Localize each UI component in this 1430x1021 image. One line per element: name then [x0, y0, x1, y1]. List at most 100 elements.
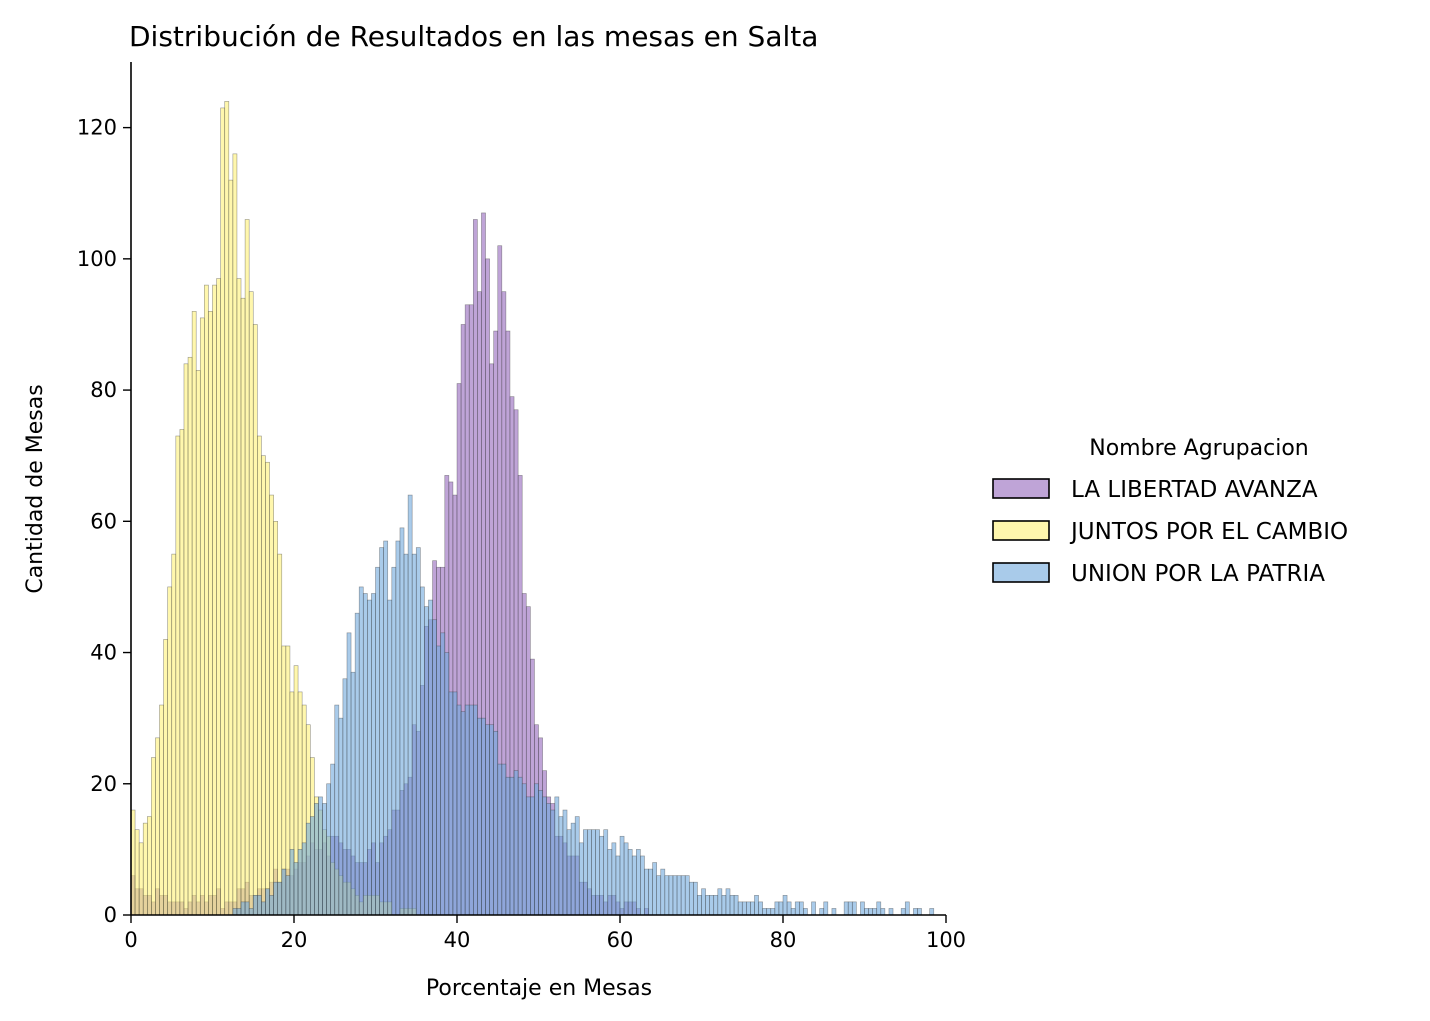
- histogram-bar: [794, 901, 800, 916]
- x-tick-label: 60: [607, 928, 634, 952]
- histogram-bar: [733, 895, 739, 916]
- histogram-bar: [204, 284, 209, 916]
- histogram-bar: [236, 278, 242, 916]
- histogram-bar: [603, 829, 609, 916]
- histogram-bar: [530, 796, 535, 916]
- histogram-bar: [142, 822, 148, 916]
- histogram-bar: [534, 783, 539, 916]
- histogram-bar: [212, 284, 217, 916]
- y-tick-label: 0: [104, 903, 117, 927]
- y-tick-label: 20: [90, 772, 117, 796]
- histogram-bar: [391, 566, 397, 916]
- histogram-bar: [407, 494, 413, 916]
- histogram-bar: [758, 901, 763, 916]
- histogram-bar: [265, 461, 270, 916]
- histogram-bar: [904, 901, 910, 916]
- histogram-bar: [232, 908, 238, 916]
- histogram-bar: [179, 429, 185, 916]
- histogram-bar: [277, 881, 283, 916]
- histogram-bar: [432, 619, 437, 916]
- histogram-bar: [367, 599, 372, 916]
- histogram-bar: [261, 455, 266, 916]
- histogram-bar: [269, 895, 274, 916]
- histogram-bar: [489, 724, 494, 916]
- legend-entry-label: JUNTOS POR EL CAMBIO: [1069, 519, 1348, 545]
- histogram-bar: [481, 717, 486, 916]
- histogram-bar: [782, 895, 788, 916]
- histogram-bar: [403, 553, 409, 916]
- axes-layer: 0 20 40 60 80 100 0 20 40 60 80 100 120: [77, 62, 966, 952]
- histogram-bar: [322, 803, 327, 916]
- histogram-bar: [656, 875, 662, 916]
- histogram-bar: [823, 901, 829, 916]
- histogram-bar: [252, 324, 258, 916]
- histogram-bar: [244, 901, 250, 916]
- histogram-bar: [872, 908, 878, 916]
- histogram-bar: [371, 593, 376, 916]
- histogram-bar: [570, 822, 576, 916]
- histogram-bar: [640, 855, 645, 916]
- histogram-bar: [151, 757, 156, 916]
- histogram-bar: [709, 895, 715, 916]
- histogram-bar: [379, 547, 384, 916]
- histogram-bar: [684, 875, 690, 916]
- legend-entry-label: UNION POR LA PATRIA: [1071, 561, 1325, 587]
- histogram-bar: [746, 901, 751, 916]
- histogram-bar: [395, 540, 401, 916]
- histogram-bar: [778, 901, 784, 916]
- histogram-bar: [281, 868, 287, 916]
- histogram-bar: [762, 908, 768, 916]
- histogram-bar: [619, 835, 625, 916]
- histogram-bar: [672, 875, 678, 916]
- histogram-bar: [375, 566, 380, 916]
- y-tick-label: 60: [90, 509, 117, 533]
- y-axis-label: Cantidad de Mesas: [23, 384, 48, 593]
- histogram-bar: [309, 816, 315, 916]
- histogram-bar: [766, 908, 772, 916]
- histogram-bar: [591, 829, 596, 916]
- histogram-bar: [383, 540, 389, 916]
- histogram-bar: [269, 494, 274, 916]
- histogram-bar: [578, 842, 584, 916]
- histogram-bar: [354, 612, 360, 916]
- histogram-bar: [623, 842, 629, 916]
- histogram-bar: [627, 849, 633, 916]
- x-tick-label: 80: [770, 928, 797, 952]
- histogram-bar: [660, 868, 666, 916]
- histogram-bar: [860, 901, 865, 916]
- histogram-bar: [888, 908, 894, 916]
- histogram-bar: [464, 704, 470, 916]
- histogram-bar: [611, 842, 617, 916]
- histogram-bar: [387, 599, 393, 916]
- histogram-bar: [717, 888, 723, 916]
- histogram-bar: [546, 803, 552, 916]
- histogram-bar: [175, 435, 181, 916]
- histogram-bar: [460, 711, 466, 916]
- histogram-bar: [305, 822, 311, 916]
- histogram-bar: [362, 593, 368, 916]
- histogram-bar: [232, 153, 238, 916]
- histogram-bar: [195, 370, 201, 916]
- histogram-bar: [444, 652, 450, 916]
- histogram-bar: [705, 895, 710, 916]
- histogram-bar: [587, 829, 592, 916]
- histogram-bar: [770, 908, 776, 916]
- histogram-bar: [786, 901, 792, 916]
- histogram-bar: [273, 521, 279, 916]
- histogram-bar: [240, 297, 246, 916]
- legend-entry-label: LA LIBERTAD AVANZA: [1071, 477, 1318, 503]
- histogram-bar: [155, 737, 160, 916]
- histogram-bar: [538, 790, 543, 916]
- histogram-bar: [485, 724, 490, 916]
- histogram-bar: [248, 291, 254, 916]
- histogram-bar: [574, 816, 580, 916]
- histogram-bar: [411, 553, 417, 916]
- histogram-bar: [550, 809, 556, 916]
- y-tick-label: 80: [90, 378, 117, 402]
- histogram-bar: [285, 875, 291, 916]
- histogram-bar: [472, 704, 478, 916]
- histogram-bar: [240, 901, 246, 916]
- histogram-bar: [448, 691, 454, 916]
- histogram-bar: [208, 311, 213, 916]
